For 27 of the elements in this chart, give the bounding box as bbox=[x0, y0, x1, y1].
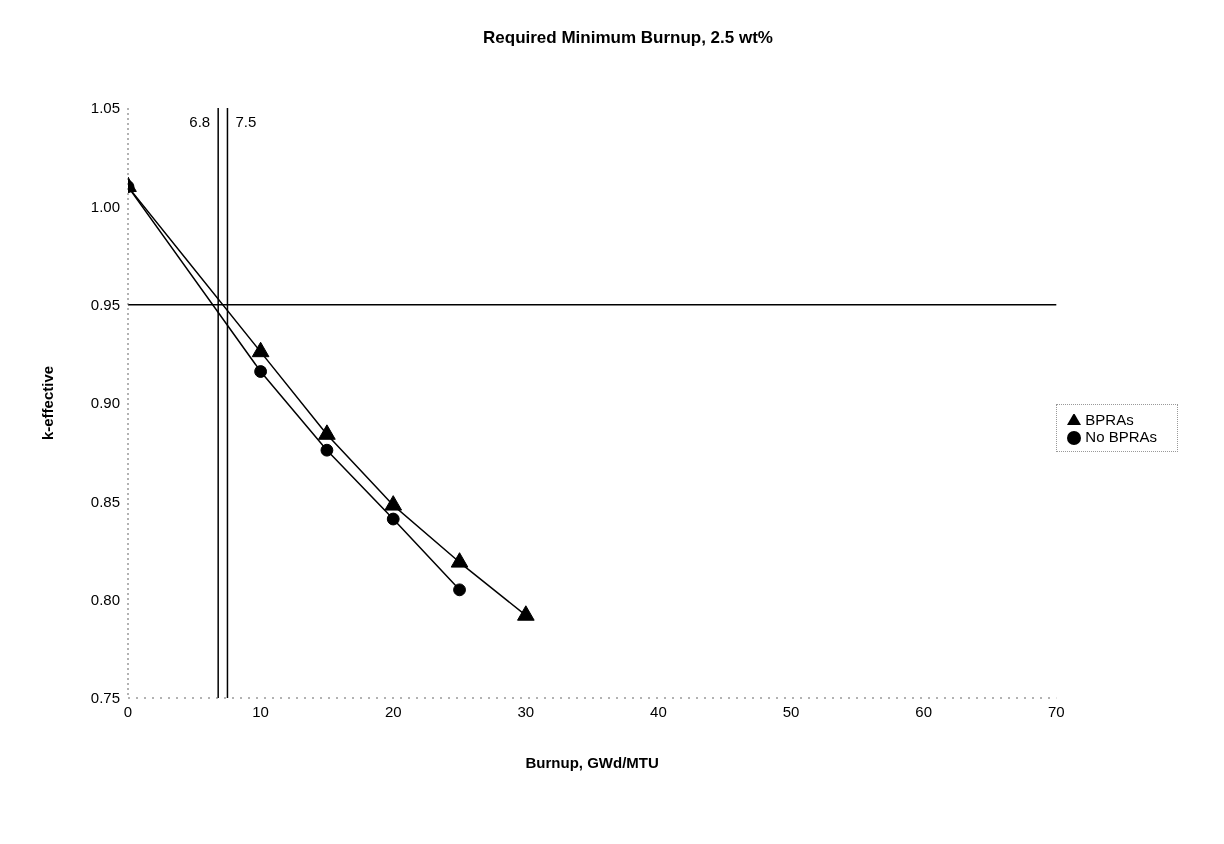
x-tick-label: 30 bbox=[517, 702, 535, 720]
x-tick-label: 20 bbox=[384, 702, 402, 720]
legend-label: BPRAs bbox=[1085, 410, 1134, 428]
y-tick-label: 0.80 bbox=[90, 590, 120, 608]
point bbox=[450, 552, 469, 568]
point bbox=[517, 605, 535, 621]
point bbox=[251, 341, 270, 358]
ref-line-label: 6.8 bbox=[189, 112, 211, 130]
x-tick-label: 40 bbox=[650, 702, 667, 720]
x-tick-label: 0 bbox=[123, 702, 133, 720]
point bbox=[318, 424, 336, 440]
y-tick-label: 0.90 bbox=[90, 394, 120, 412]
y-tick-label: 1.00 bbox=[90, 197, 120, 215]
x-tick-label: 50 bbox=[782, 702, 800, 720]
y-axis-title: k-effective bbox=[39, 365, 57, 441]
x-tick-label: 60 bbox=[915, 702, 933, 720]
ref-line-label: 7.5 bbox=[235, 112, 257, 130]
y-tick-label: 1.05 bbox=[90, 99, 120, 117]
chart-title: Required Minimum Burnup, 2.5 wt% bbox=[482, 28, 774, 48]
y-tick-label: 0.75 bbox=[90, 689, 120, 707]
y-tick-label: 0.85 bbox=[90, 492, 120, 510]
y-tick-label: 0.95 bbox=[90, 295, 120, 313]
x-axis-title: Burnup, GWd/MTU bbox=[525, 754, 659, 771]
point bbox=[384, 495, 403, 511]
x-tick-label: 10 bbox=[252, 702, 269, 720]
x-tick-label: 70 bbox=[1047, 702, 1065, 720]
legend-label: No BPRAs bbox=[1085, 428, 1157, 445]
